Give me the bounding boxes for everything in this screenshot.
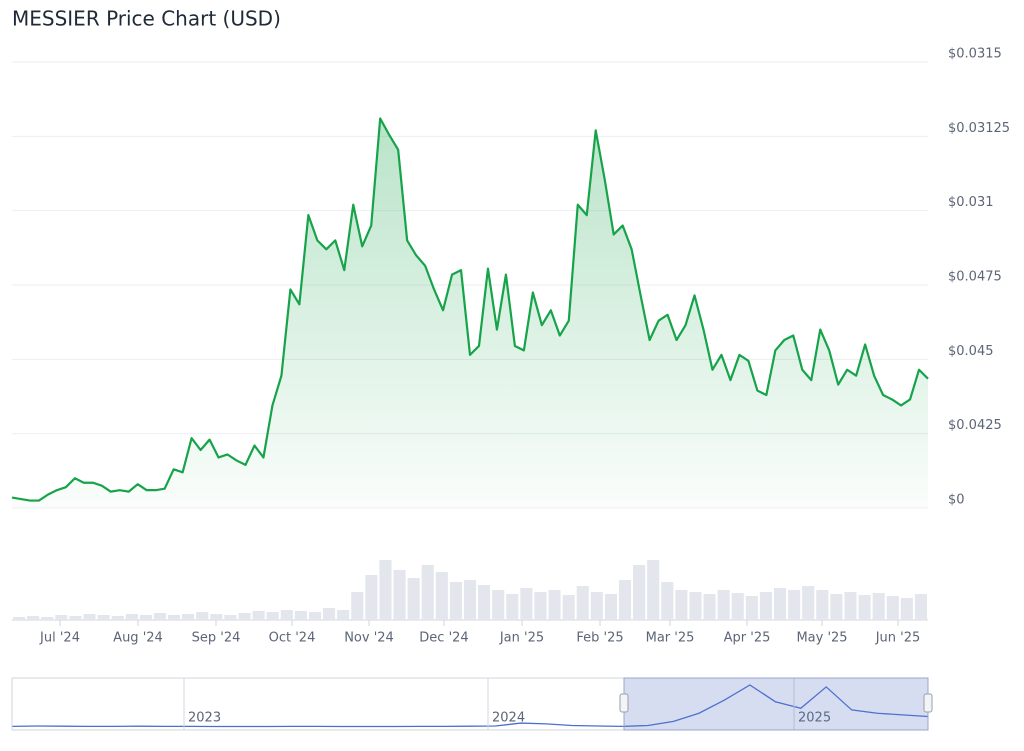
volume-bar (816, 590, 829, 620)
volume-bar (633, 565, 646, 620)
volume-bar (562, 595, 575, 620)
volume-bar (759, 592, 772, 620)
volume-bar (661, 582, 674, 620)
y-tick-label: $0.0475 (948, 270, 1002, 285)
volume-bar (365, 575, 378, 620)
volume-bar (41, 617, 54, 620)
volume-bar (13, 617, 26, 620)
volume-bar (224, 615, 237, 620)
volume-bar (647, 560, 660, 620)
volume-bar (69, 616, 82, 620)
volume-bar (196, 612, 209, 620)
volume-bar (27, 616, 40, 620)
volume-bar (421, 565, 434, 620)
navigator-selection[interactable] (623, 677, 929, 731)
volume-bar (238, 613, 251, 620)
x-tick-label: Oct '24 (269, 631, 316, 646)
volume-bar (168, 615, 181, 620)
volume-bar (872, 593, 885, 620)
volume-bar (449, 582, 462, 620)
volume-bar (111, 616, 124, 620)
y-tick-label: $0 (948, 493, 965, 508)
chart-title: MESSIER Price Chart (USD) (12, 7, 281, 31)
volume-bar (703, 594, 716, 620)
volume-bar (210, 614, 223, 620)
volume-bar (83, 614, 96, 620)
volume-bar (506, 594, 519, 620)
y-tick-label: $0.0315 (948, 47, 1002, 62)
volume-bar (97, 615, 110, 620)
volume-bar (844, 592, 857, 620)
x-tick-label: Dec '24 (419, 631, 468, 646)
volume-bar (830, 594, 843, 620)
volume-bar (308, 612, 322, 620)
volume-bar (323, 608, 336, 620)
volume-bar (492, 590, 505, 620)
y-tick-label: $0.031 (948, 195, 994, 210)
x-tick-label: Aug '24 (113, 631, 163, 646)
volume-bar (280, 610, 293, 620)
x-tick-label: Nov '24 (344, 631, 394, 646)
volume-bar (478, 585, 491, 620)
volume-bar (139, 615, 152, 620)
volume-bar (182, 614, 195, 620)
y-tick-label: $0.0425 (948, 418, 1002, 433)
volume-bar (788, 590, 801, 620)
volume-bar (435, 572, 448, 620)
volume-bar (773, 588, 787, 620)
volume-bar (153, 613, 167, 620)
volume-bar (351, 592, 364, 620)
volume-bar (576, 586, 589, 620)
volume-bar (548, 590, 561, 620)
volume-bar (393, 570, 406, 620)
volume-bar (252, 611, 265, 620)
x-tick-label: Feb '25 (576, 631, 623, 646)
volume-bar (689, 592, 702, 620)
volume-bar (802, 586, 815, 620)
volume-bar (731, 593, 744, 620)
volume-bar (886, 596, 899, 620)
volume-bar (463, 580, 477, 620)
price-line (11, 117, 929, 502)
navigator-label: 2023 (188, 711, 221, 726)
volume-bar (675, 590, 688, 620)
volume-bar (407, 578, 420, 620)
volume-bar (55, 615, 68, 620)
y-tick-label: $0.045 (948, 344, 994, 359)
price-area (12, 118, 928, 508)
volume-bar (379, 560, 392, 620)
volume-bar (590, 592, 603, 620)
x-tick-label: Jul '24 (39, 631, 80, 646)
volume-bar (534, 592, 547, 620)
x-tick-label: Sep '24 (192, 631, 241, 646)
volume-bar (604, 594, 617, 620)
navigator-handle[interactable] (923, 693, 933, 713)
volume-bar (337, 610, 350, 620)
volume-bar (745, 596, 758, 620)
volume-bar (294, 611, 307, 620)
y-tick-label: $0.03125 (948, 121, 1010, 136)
navigator-handle[interactable] (619, 693, 629, 713)
volume-bar (858, 595, 871, 620)
volume-bar (914, 594, 927, 620)
volume-bar (717, 590, 730, 620)
volume-bar (266, 612, 279, 620)
navigator-label: 2025 (798, 711, 831, 726)
x-tick-label: Mar '25 (646, 631, 695, 646)
x-tick-label: Jun '25 (875, 631, 921, 646)
volume-bar (125, 614, 138, 620)
x-tick-label: Jan '25 (499, 631, 544, 646)
x-tick-label: Apr '25 (724, 631, 771, 646)
navigator-line (11, 684, 929, 728)
volume-bar (618, 580, 632, 620)
navigator-label: 2024 (492, 711, 525, 726)
x-tick-label: May '25 (796, 631, 847, 646)
volume-bar (520, 588, 533, 620)
volume-bar (900, 598, 913, 620)
